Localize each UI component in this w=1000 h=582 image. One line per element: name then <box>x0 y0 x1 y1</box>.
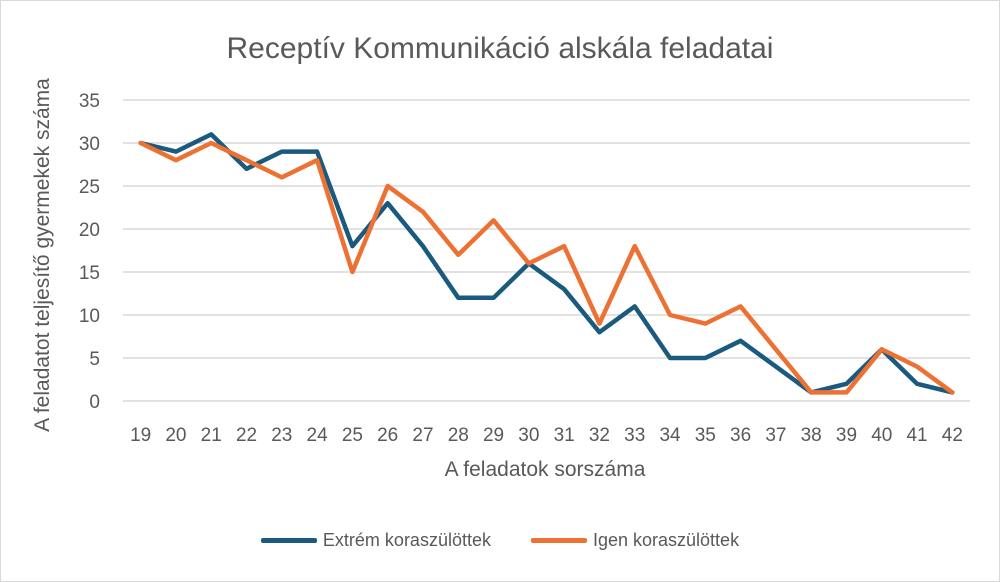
chart-title: Receptív Kommunikáció alskála feladatai <box>226 32 774 65</box>
x-tick-label: 29 <box>483 425 504 446</box>
x-tick-label: 40 <box>871 425 892 446</box>
x-tick-label: 19 <box>130 425 151 446</box>
legend-label: Extrém koraszülöttek <box>322 530 491 550</box>
x-tick-label: 41 <box>906 425 927 446</box>
x-tick-label: 26 <box>377 425 398 446</box>
x-tick-label: 36 <box>730 425 751 446</box>
legend-swatch <box>530 538 587 543</box>
y-tick-label: 0 <box>89 392 100 413</box>
x-tick-label: 22 <box>236 425 257 446</box>
x-axis-label: A feladatok sorszáma <box>444 458 646 481</box>
legend: Extrém koraszülöttek Igen koraszülöttek <box>0 530 1000 551</box>
legend-item: Igen koraszülöttek <box>530 530 740 551</box>
y-tick-label: 30 <box>79 134 100 155</box>
x-tick-label: 33 <box>624 425 645 446</box>
y-tick-label: 10 <box>79 306 100 327</box>
y-tick-label: 15 <box>79 263 100 284</box>
x-tick-label: 42 <box>942 425 963 446</box>
y-tick-label: 5 <box>89 349 100 370</box>
x-tick-label: 28 <box>448 425 469 446</box>
x-tick-label: 37 <box>765 425 786 446</box>
x-tick-label: 30 <box>518 425 539 446</box>
x-tick-label: 34 <box>659 425 681 446</box>
x-tick-label: 31 <box>554 425 575 446</box>
series-line-1 <box>138 132 955 395</box>
x-tick-label: 35 <box>695 425 716 446</box>
y-tick-label: 20 <box>79 220 100 241</box>
y-tick-label: 25 <box>79 177 100 198</box>
legend-item: Extrém koraszülöttek <box>260 530 491 551</box>
x-tick-label: 23 <box>271 425 292 446</box>
x-tick-label: 20 <box>165 425 186 446</box>
x-tick-label: 32 <box>589 425 610 446</box>
x-tick-label: 38 <box>801 425 822 446</box>
legend-label: Igen koraszülöttek <box>592 530 740 550</box>
x-tick-label: 25 <box>342 425 363 446</box>
x-tick-label: 39 <box>836 425 857 446</box>
x-tick-label: 27 <box>412 425 433 446</box>
legend-swatch <box>260 538 317 543</box>
x-tick-label: 21 <box>201 425 222 446</box>
series-line-2 <box>138 140 955 395</box>
x-tick-label: 24 <box>307 425 329 446</box>
y-tick-label: 35 <box>79 91 100 112</box>
